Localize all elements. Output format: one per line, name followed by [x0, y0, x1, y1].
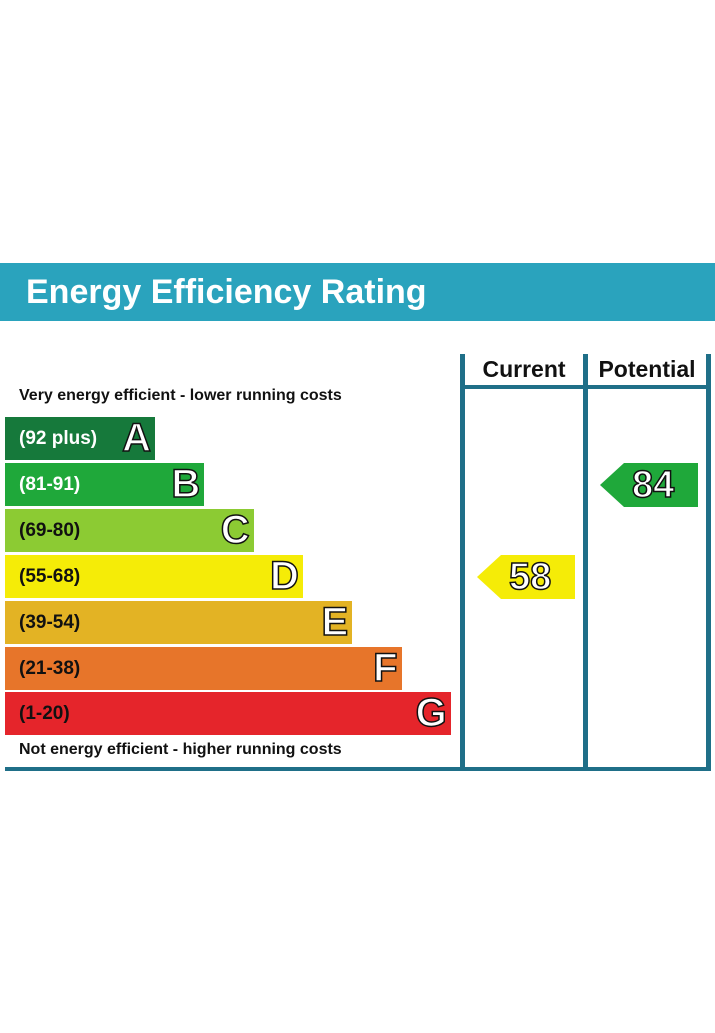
- band-letter: E: [321, 599, 349, 645]
- band-letter: F: [372, 645, 398, 691]
- column-header-current: Current: [482, 356, 566, 382]
- arrow-shape: [477, 555, 575, 600]
- column-divider-right: [706, 354, 711, 771]
- header-underline: [460, 385, 711, 389]
- current-rating-value: 58: [508, 555, 552, 599]
- chart-title: Energy Efficiency Rating: [0, 263, 715, 321]
- band-range-label: (21-38): [19, 657, 81, 679]
- current-rating-arrow: 58: [477, 555, 575, 600]
- band-letter: A: [121, 415, 151, 461]
- band-letter: D: [269, 553, 299, 599]
- potential-rating-value: 84: [631, 464, 675, 508]
- potential-rating-arrow: 84: [600, 463, 698, 508]
- band-b: (81-91) B: [5, 461, 205, 507]
- band-range-label: (1-20): [19, 703, 70, 725]
- band-range-label: (69-80): [19, 519, 81, 541]
- top-caption: Very energy efficient - lower running co…: [19, 387, 342, 404]
- bottom-rule: [5, 767, 711, 771]
- band-e: (39-54) E: [5, 599, 353, 645]
- column-header-potential: Potential: [598, 356, 696, 382]
- arrow-body: [600, 463, 698, 508]
- band-letter: C: [220, 507, 250, 553]
- bottom-caption: Not energy efficient - higher running co…: [19, 741, 342, 758]
- band-range-label: (81-91): [19, 473, 81, 495]
- band-range-label: (92 plus): [19, 428, 98, 449]
- column-divider-middle: [583, 354, 588, 771]
- band-letter: G: [415, 691, 448, 737]
- band-range-label: (39-54): [19, 611, 81, 633]
- arrow-body: [477, 555, 575, 600]
- band-g: (1-20) G: [5, 691, 451, 737]
- band-a: (92 plus) A: [5, 415, 155, 461]
- band-f: (21-38) F: [5, 645, 402, 691]
- band-d: (55-68) D: [5, 553, 303, 599]
- band-c: (69-80) C: [5, 507, 254, 553]
- band-range-label: (55-68): [19, 565, 81, 587]
- column-divider-left: [460, 354, 465, 771]
- arrow-shape: [600, 463, 698, 508]
- band-letter: B: [171, 461, 201, 507]
